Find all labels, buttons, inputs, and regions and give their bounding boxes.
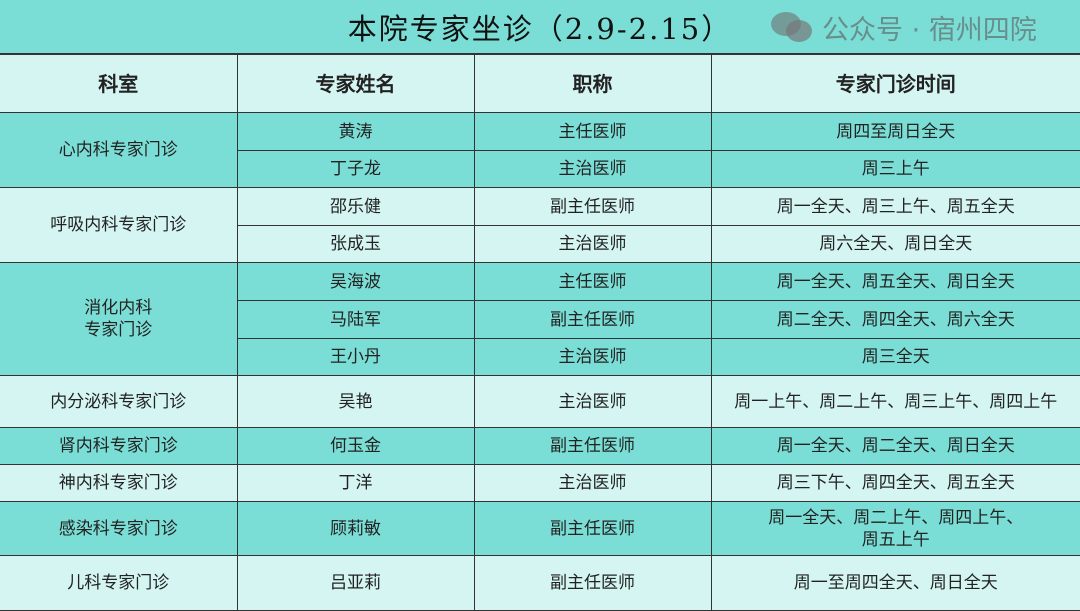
table-row: 消化内科 专家门诊 吴海波 主任医师 周一全天、周五全天、周日全天 [0,262,1080,376]
name-cell: 何玉金 [236,427,475,465]
title-cell: 副主任医师 [473,427,712,465]
title-cell: 主任医师 [473,112,712,151]
title-cell: 副主任医师 [473,187,712,226]
dept-cell: 肾内科专家门诊 [0,427,238,465]
name-cell: 黄涛 [236,112,475,151]
name-cell: 顾莉敏 [236,501,475,556]
title-cell: 副主任医师 [473,300,712,339]
table-row: 感染科专家门诊 顾莉敏 副主任医师 周一全天、周二上午、周四上午、 周五上午 [0,501,1080,556]
table-row: 肾内科专家门诊 何玉金 副主任医师 周一全天、周二全天、周日全天 [0,427,1080,465]
table-row: 马陆军 副主任医师 周二全天、周四全天、周六全天 [0,300,1080,339]
table-row: 儿科专家门诊 吕亚莉 副主任医师 周一至周四全天、周日全天 [0,555,1080,611]
time-cell: 周一全天、周五全天、周日全天 [710,262,1080,301]
table-row: 神内科专家门诊 丁洋 主治医师 周三下午、周四全天、周五全天 [0,464,1080,502]
name-cell: 丁子龙 [237,150,475,188]
name-cell: 王小丹 [237,338,475,376]
dept-cell: 呼吸内科专家门诊 [0,187,238,263]
time-cell: 周三上午 [710,150,1080,188]
schedule-table: 科室 专家姓名 职称 专家门诊时间 心内科专家门诊 黄涛 主任医师 周四至周日全天 丁子… [0,54,1080,611]
name-cell: 张成玉 [237,225,475,263]
title-cell: 主治医师 [473,464,712,502]
time-cell: 周一全天、周二全天、周日全天 [710,427,1080,465]
name-cell: 吴海波 [236,262,475,301]
title-cell: 主治医师 [473,225,712,263]
dept-cell: 内分泌科专家门诊 [0,375,238,428]
title-cell: 主治医师 [473,338,712,376]
header-dept: 科室 [0,54,238,113]
name-cell: 吴艳 [236,375,475,428]
dept-cell: 感染科专家门诊 [0,501,238,556]
name-cell: 马陆军 [237,300,475,339]
time-cell: 周二全天、周四全天、周六全天 [710,300,1080,339]
table-row: 呼吸内科专家门诊 邵乐健 副主任医师 周一全天、周三上午、周五全天 [0,187,1080,263]
title-cell: 主任医师 [473,262,712,301]
dept-cell: 消化内科 专家门诊 [0,262,238,376]
time-cell: 周三下午、周四全天、周五全天 [710,464,1080,502]
name-cell: 吕亚莉 [236,555,475,611]
title-cell: 主治医师 [473,150,712,188]
time-cell: 周六全天、周日全天 [710,225,1080,263]
time-cell: 周一上午、周二上午、周三上午、周四上午 [710,375,1080,428]
dept-cell: 神内科专家门诊 [0,464,238,502]
time-cell: 周一至周四全天、周日全天 [710,555,1080,611]
table-row: 王小丹 主治医师 周三全天 [0,338,1080,376]
page-title: 本院专家坐诊（2.9-2.15） [0,0,1080,54]
title-cell: 主治医师 [473,375,712,428]
dept-cell: 儿科专家门诊 [0,555,238,611]
header-title: 职称 [473,54,712,113]
table-row: 心内科专家门诊 黄涛 主任医师 周四至周日全天 [0,112,1080,188]
title-cell: 副主任医师 [473,555,712,611]
dept-cell: 心内科专家门诊 [0,112,238,188]
time-cell: 周一全天、周二上午、周四上午、 周五上午 [710,501,1080,556]
header-name: 专家姓名 [236,54,475,113]
name-cell: 邵乐健 [236,187,475,226]
name-cell: 丁洋 [236,464,475,502]
title-cell: 副主任医师 [473,501,712,556]
time-cell: 周四至周日全天 [710,112,1080,151]
time-cell: 周三全天 [710,338,1080,376]
time-cell: 周一全天、周三上午、周五全天 [710,187,1080,226]
table-row: 内分泌科专家门诊 吴艳 主治医师 周一上午、周二上午、周三上午、周四上午 [0,375,1080,428]
header-row: 科室 专家姓名 职称 专家门诊时间 [0,54,1080,113]
header-time: 专家门诊时间 [710,54,1080,113]
